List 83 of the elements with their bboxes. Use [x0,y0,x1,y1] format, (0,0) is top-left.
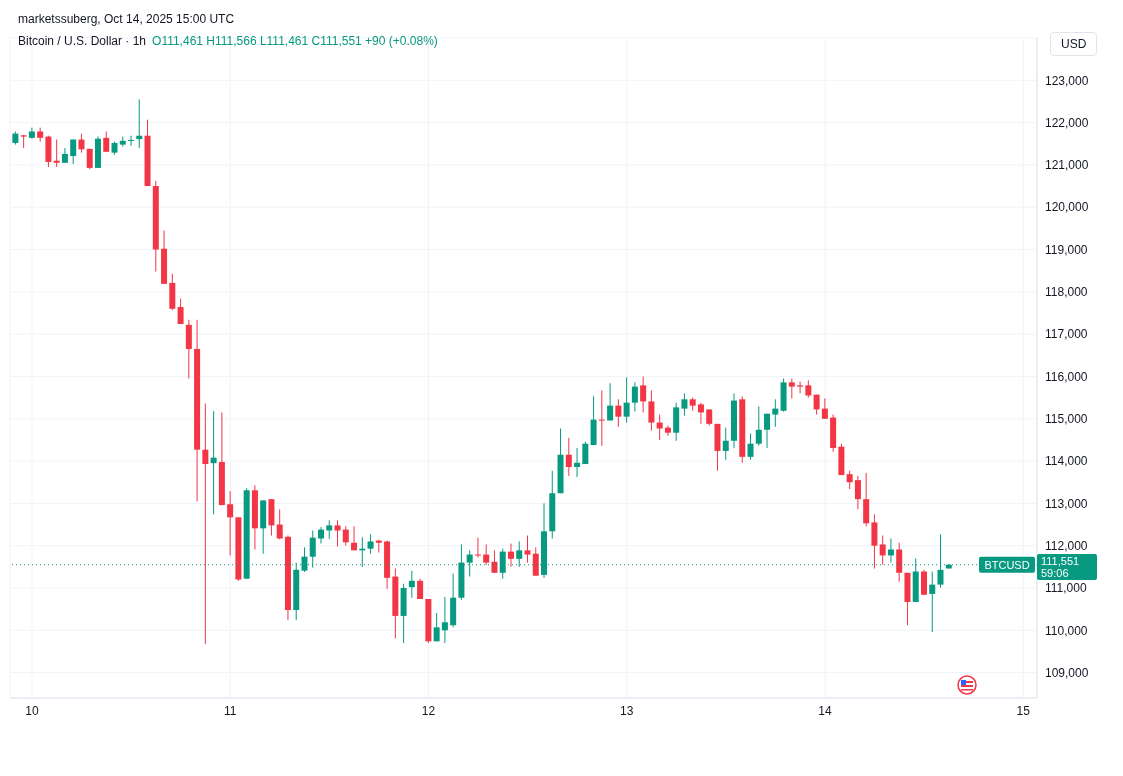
candlestick [433,612,440,642]
candlestick [326,519,333,540]
candlestick [334,519,341,548]
candlestick [227,490,234,556]
candlestick [648,389,655,432]
candlestick [491,549,498,574]
candlestick [367,533,374,555]
candlestick [929,571,936,633]
candlestick [764,413,771,449]
candlestick [788,378,795,399]
y-tick-label: 120,000 [1045,200,1089,215]
candlestick [28,127,35,140]
y-tick-label: 111,000 [1045,581,1087,596]
candlestick [318,526,324,545]
candlestick [524,535,531,564]
candlestick [532,546,539,577]
y-tick-label: 115,000 [1045,412,1088,427]
candlestick [103,131,110,153]
candlestick [879,535,886,566]
candlestick [128,135,135,147]
candlestick [854,475,861,510]
candlestick [656,414,663,441]
candlestick [623,376,630,424]
candlestick [565,437,572,477]
y-tick-label: 123,000 [1045,73,1089,88]
candlestick [772,398,779,428]
candlestick [615,398,622,428]
y-tick-label: 110,000 [1045,623,1088,638]
x-tick-label: 13 [620,703,634,718]
y-tick-label: 122,000 [1045,115,1089,130]
candlestick [351,525,358,551]
candlestick [474,537,481,559]
candlestick [276,508,283,540]
x-tick-label: 11 [224,703,237,718]
candlestick [574,447,581,478]
candlestick [441,596,448,644]
candlestick [846,470,853,490]
y-tick-label: 119,000 [1045,242,1088,257]
candlestick [202,403,209,645]
candlestick [507,543,514,568]
y-tick-label: 114,000 [1045,454,1088,469]
candlestick [747,433,754,461]
candlestick [342,525,349,547]
candlestick [871,513,878,570]
candlestick [483,543,490,566]
candlestick [78,133,85,154]
x-tick-label: 15 [1016,703,1031,718]
candlestick [920,569,927,596]
y-tick-label: 112,000 [1045,538,1088,553]
x-tick-label: 14 [818,703,832,718]
chart-subtitle: O111,461 H111,566 L111,461 C111,551 +90 (+0.08%) [152,34,438,48]
y-axis-title: USD [1050,32,1098,56]
candlestick [821,397,828,420]
y-tick-label: 117,000 [1045,327,1088,342]
candlestick [408,570,415,599]
y-tick-label: 113,000 [1045,496,1088,511]
candlestick [896,542,903,583]
candlestick [664,425,671,437]
x-tick-label: 10 [25,703,40,718]
candlestick [755,406,762,447]
y-tick-label: 116,000 [1045,369,1088,384]
candlestick [607,382,614,421]
candlestick [640,375,647,413]
candlestick [210,410,217,515]
chart-title: Bitcoin / U.S. Dollar · 1h [18,34,147,48]
candlestick [722,427,729,461]
candlestick [177,298,184,325]
candlestick [598,389,605,447]
x-tick-label: 12 [421,703,436,718]
candlestick [631,381,638,413]
y-tick-label: 121,000 [1045,158,1089,173]
candlestick [136,98,143,149]
candlestick [797,381,804,394]
candlestick [70,139,77,165]
candlestick [697,402,704,425]
text: 111,551 [1041,554,1081,567]
text: 59:06 [1041,566,1069,579]
y-tick-label: 109,000 [1045,665,1089,680]
candlestick [53,139,60,168]
ref-line-label: BTCUSD [984,558,1030,571]
candlestick [681,392,688,417]
y-tick-label: 118,000 [1045,285,1088,300]
text: marketssuberg, Oct 14, 2025 15:00 UTC [18,12,235,26]
